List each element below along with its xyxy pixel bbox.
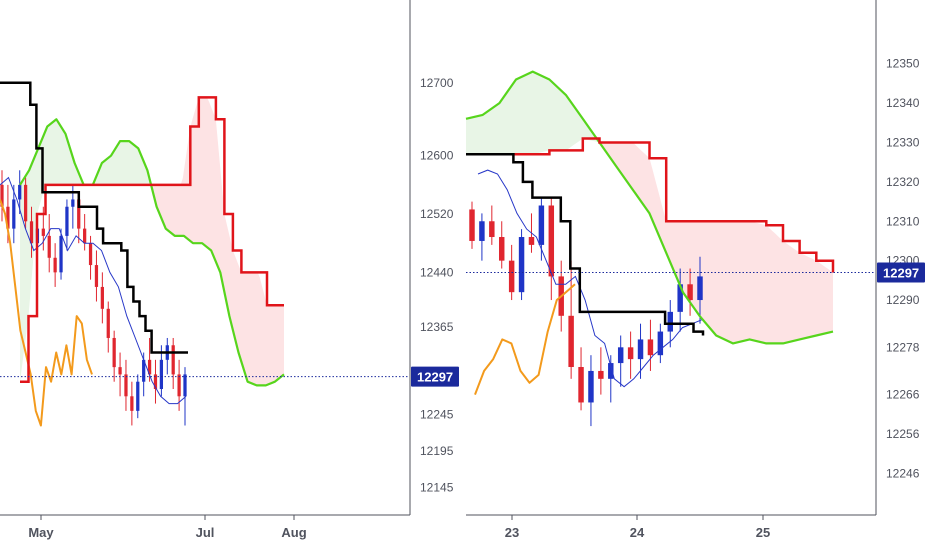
lagging-span-line xyxy=(474,283,576,395)
y-tick-label: 12145 xyxy=(420,480,454,494)
candle-body xyxy=(667,311,673,332)
candle-body xyxy=(88,243,93,266)
candle-body xyxy=(59,235,63,273)
candle-body xyxy=(687,284,693,301)
x-tick-label: 24 xyxy=(630,525,645,540)
lagging-span-line xyxy=(0,199,93,427)
candle-body xyxy=(94,265,99,287)
candle-body xyxy=(608,363,614,379)
candle-body xyxy=(53,257,57,273)
candle-body xyxy=(41,228,45,236)
candle-body xyxy=(18,184,22,200)
y-tick-label: 12246 xyxy=(886,466,920,480)
candle-body xyxy=(6,206,10,229)
y-tick-label: 12350 xyxy=(886,57,920,71)
x-tick-label: May xyxy=(28,525,54,540)
bearish-cloud xyxy=(600,142,833,344)
candle-body xyxy=(124,374,128,397)
y-tick-label: 12330 xyxy=(886,135,920,149)
candle-body xyxy=(479,221,485,241)
candle-body xyxy=(578,367,584,403)
base-line xyxy=(0,81,188,354)
y-tick-label: 12700 xyxy=(420,76,454,90)
conversion-line xyxy=(477,169,703,388)
leading-span-b-line xyxy=(20,96,284,383)
current-price-badge xyxy=(411,366,459,387)
candle-body xyxy=(77,199,81,229)
candle-body xyxy=(177,374,181,397)
y-tick-label: 12245 xyxy=(420,408,454,422)
y-tick-label: 12278 xyxy=(886,340,920,354)
y-tick-label: 12290 xyxy=(886,293,920,307)
candle-body xyxy=(538,205,545,245)
candle-body xyxy=(598,370,604,379)
candle-body xyxy=(12,199,16,229)
candle-body xyxy=(29,221,34,244)
y-tick-label: 12195 xyxy=(420,444,454,458)
candle-body xyxy=(548,205,555,277)
current-price-badge xyxy=(877,262,925,283)
x-tick-label: Aug xyxy=(281,525,306,540)
leading-span-b-line xyxy=(466,137,835,273)
candle-body xyxy=(130,396,134,411)
candle-body xyxy=(159,359,164,389)
candle-body xyxy=(153,374,158,389)
candle-body xyxy=(47,235,51,258)
current-price-label: 12297 xyxy=(883,265,919,280)
candle-body xyxy=(588,370,594,403)
y-tick-label: 12266 xyxy=(886,388,920,402)
candle-body xyxy=(106,308,110,338)
candle-body xyxy=(499,237,505,261)
y-tick-label: 12600 xyxy=(420,149,454,163)
leading-span-a-line xyxy=(465,70,834,345)
left-panel: 12700 12600 12520 12440 12365 12245 12195 12145… xyxy=(0,0,459,540)
right-panel: 1235012340123301232012310123001229012278… xyxy=(465,0,925,540)
x-tick-label: 25 xyxy=(756,525,770,540)
candle-body xyxy=(489,221,495,238)
candle-body xyxy=(65,206,69,236)
y-tick-label: 12440 xyxy=(420,265,454,279)
bullish-cloud xyxy=(20,120,152,382)
candle-body xyxy=(142,359,146,382)
candle-body xyxy=(83,228,87,244)
bullish-cloud xyxy=(466,71,601,155)
candle-body xyxy=(118,367,122,375)
candle-body xyxy=(469,209,475,241)
candle-body xyxy=(508,260,515,293)
candle-body xyxy=(23,184,28,222)
candle-body xyxy=(637,339,644,360)
candle-body xyxy=(528,237,535,245)
x-tick-label: Jul xyxy=(196,525,215,540)
y-tick-label: 12520 xyxy=(420,207,454,221)
candle-body xyxy=(568,315,574,368)
candle-body xyxy=(697,276,703,301)
candle-body xyxy=(0,184,4,207)
candle-body xyxy=(147,359,152,375)
y-tick-label: 12365 xyxy=(420,320,454,334)
candle-body xyxy=(112,337,116,368)
candle-body xyxy=(136,381,140,411)
candle-body xyxy=(677,284,683,312)
y-tick-label: 12256 xyxy=(886,427,920,441)
conversion-line xyxy=(0,176,187,405)
candle-body xyxy=(647,339,654,356)
y-tick-label: 12340 xyxy=(886,96,920,110)
candle-body xyxy=(617,347,624,364)
candle-body xyxy=(71,199,75,207)
bearish-cloud xyxy=(152,97,284,386)
candle-body xyxy=(657,331,664,356)
y-tick-label: 12320 xyxy=(886,175,920,189)
y-tick-label: 12310 xyxy=(886,214,920,228)
candle-body xyxy=(518,237,525,293)
candle-body xyxy=(171,345,175,375)
leading-span-a-line xyxy=(19,118,285,387)
x-tick-label: 23 xyxy=(505,525,519,540)
current-price-label: 12297 xyxy=(417,370,453,385)
candle-body xyxy=(627,347,634,360)
candle-body xyxy=(100,286,104,309)
candle-body xyxy=(183,374,187,397)
base-line xyxy=(466,153,705,336)
